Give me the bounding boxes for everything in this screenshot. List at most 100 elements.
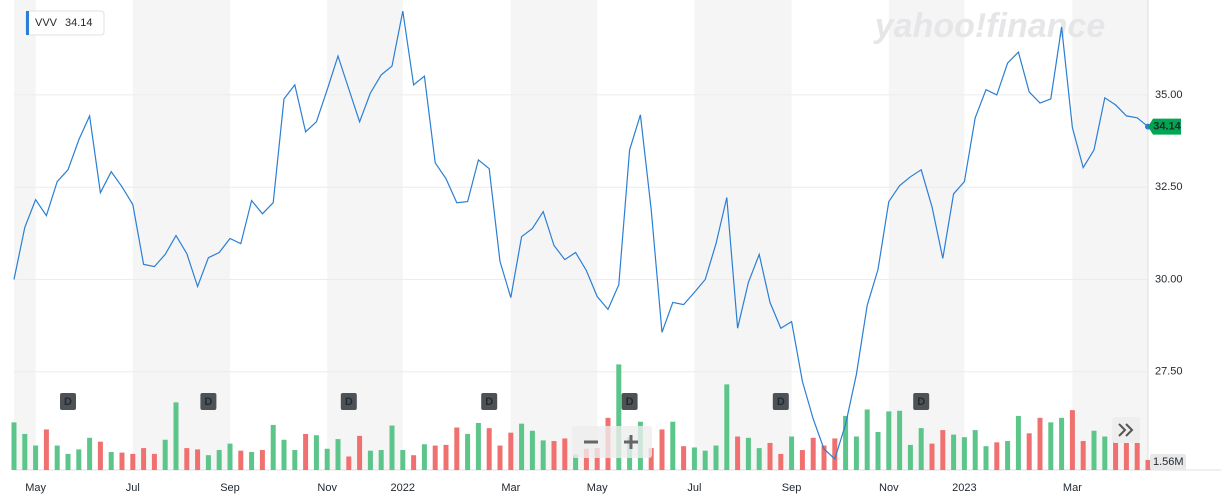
volume-bar [897, 410, 903, 470]
volume-bar [616, 364, 622, 470]
volume-bar [475, 423, 481, 470]
price-tag-label: 34.14 [1153, 121, 1181, 133]
month-band [888, 0, 965, 470]
volume-bar [529, 430, 535, 470]
dividend-box [60, 393, 76, 410]
volume-bar [443, 444, 449, 470]
volume-bar [292, 450, 298, 470]
x-tick-label: 2022 [391, 482, 415, 494]
dividend-label: D [204, 396, 212, 408]
volume-bar [33, 445, 39, 470]
volume-bar [346, 456, 352, 470]
dividend-box [200, 393, 217, 410]
x-tick-label: Jul [126, 482, 140, 494]
volume-label: 1.56M [1153, 456, 1184, 468]
volume-bar [767, 442, 773, 470]
volume-bar [87, 437, 93, 470]
x-tick-label: May [587, 482, 608, 494]
scroll-icon [1118, 423, 1134, 437]
volume-bar [367, 450, 373, 470]
volume-bar [681, 446, 687, 470]
x-tick-label: 2023 [952, 482, 976, 494]
volume-bar [357, 435, 363, 470]
volume-bar [432, 445, 438, 470]
volume-bar [65, 453, 71, 470]
volume-bar [281, 439, 287, 470]
x-tick-label: Mar [1063, 482, 1082, 494]
x-tick-label: Sep [220, 482, 240, 494]
volume-bar [1102, 436, 1108, 470]
dividend-label: D [345, 396, 353, 408]
volume-bar [864, 409, 870, 470]
volume-bar [1080, 441, 1086, 470]
dividend-box [340, 393, 357, 410]
volume-bar [411, 455, 417, 470]
dividend-label: D [777, 396, 785, 408]
x-tick-label: Mar [501, 482, 520, 494]
volume-bar [519, 423, 525, 470]
volume-bar [249, 451, 255, 470]
scroll-right[interactable] [1112, 417, 1140, 443]
volume-bar [875, 432, 881, 470]
volume-bar [454, 427, 460, 470]
volume-bar [1134, 442, 1140, 470]
volume-bar [238, 450, 244, 470]
volume-bar [76, 449, 82, 470]
volume-bar [983, 446, 989, 470]
dividend-box [481, 393, 498, 410]
volume-bar [195, 449, 201, 470]
volume-bar [1113, 434, 1119, 470]
volume-bar [778, 453, 784, 470]
volume-bar [173, 402, 179, 470]
month-band [694, 0, 792, 470]
volume-bar [22, 433, 28, 470]
volume-bar [378, 450, 384, 470]
month-band [1072, 0, 1148, 470]
dividend-box [772, 393, 789, 410]
dividend-box [913, 393, 930, 410]
volume-bar [951, 434, 957, 470]
volume-bar [119, 452, 125, 470]
zoom-controls[interactable] [572, 426, 652, 458]
x-tick-label: Sep [782, 482, 802, 494]
volume-bar [108, 451, 114, 470]
volume-bar [227, 443, 233, 470]
y-tick-label: 30.00 [1155, 273, 1183, 285]
y-tick-label: 27.50 [1155, 366, 1183, 378]
dividend-box [621, 393, 638, 410]
x-tick-label: Nov [317, 482, 337, 494]
volume-bar [184, 448, 190, 470]
volume-bar [508, 432, 514, 470]
volume-bar [562, 438, 568, 470]
volume-bar [162, 439, 168, 470]
legend-value: 34.14 [65, 17, 93, 29]
volume-bar [11, 422, 17, 470]
volume-bar [735, 436, 741, 470]
y-tick-label: 32.50 [1155, 181, 1183, 193]
volume-bar [1059, 417, 1065, 470]
volume-bar [670, 421, 676, 470]
volume-bar [940, 430, 946, 470]
volume-bar [1048, 422, 1054, 470]
dividend-label: D [485, 396, 493, 408]
volume-bar [789, 436, 795, 470]
volume-bar [929, 443, 935, 470]
volume-bar [324, 448, 330, 470]
volume-bar [151, 453, 157, 470]
volume-bar [961, 437, 967, 470]
volume-bar [1015, 415, 1021, 470]
dividend-label: D [626, 396, 634, 408]
volume-bar [1091, 430, 1097, 470]
volume-bar [972, 430, 978, 470]
volume-bar [400, 450, 406, 470]
volume-bar [313, 435, 319, 470]
x-tick-label: May [25, 482, 46, 494]
volume-bar [1123, 438, 1129, 470]
zoom-bg [572, 426, 652, 458]
volume-bar [648, 448, 654, 470]
volume-bar [1026, 433, 1032, 470]
volume-bar [907, 444, 913, 470]
volume-bar [465, 433, 471, 470]
volume-bar [1069, 410, 1075, 470]
volume-bar [540, 440, 546, 470]
